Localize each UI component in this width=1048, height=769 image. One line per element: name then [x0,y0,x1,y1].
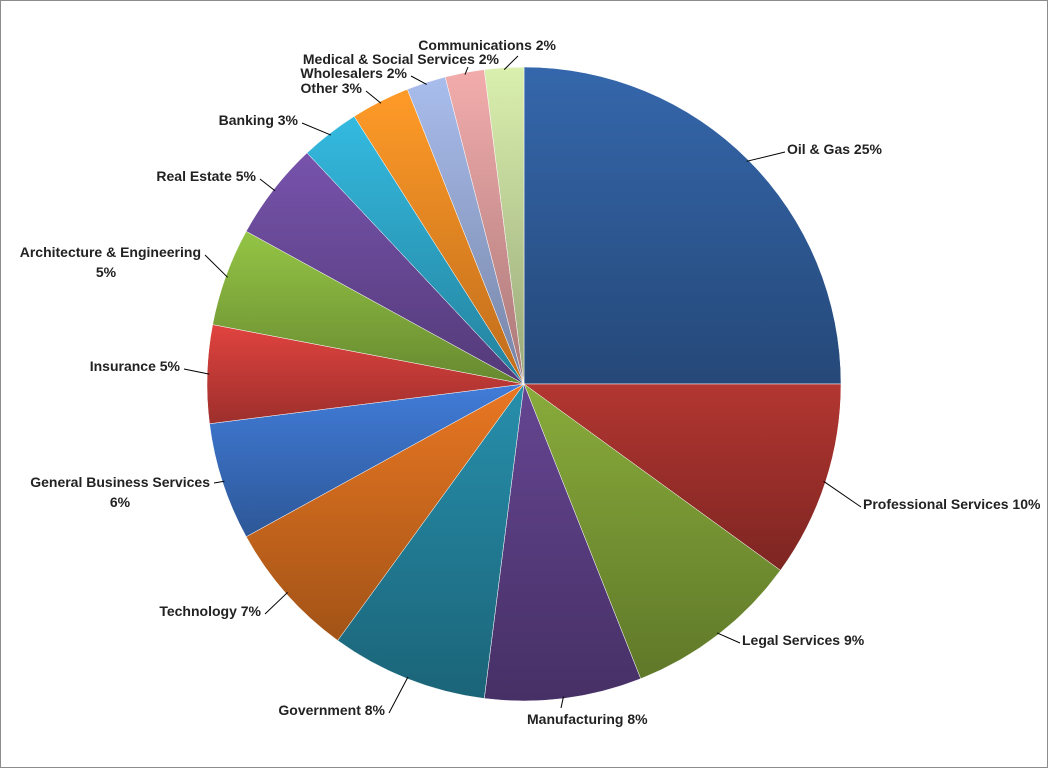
leader-lines [183,55,862,714]
pie-slice-manufacturing [483,383,642,702]
data-label: General Business Services 6% [30,474,210,510]
data-label: Communications 2% [418,37,556,53]
pie-slices [206,66,842,702]
leader-line [264,591,289,615]
leader-line [410,75,427,85]
data-label: Medical & Social Services 2% [303,51,500,67]
data-label: Manufacturing 8% [527,711,648,727]
data-label: Legal Services 9% [742,632,865,648]
data-label: Banking 3% [219,112,299,128]
leader-line [823,480,862,508]
leader-line [388,676,409,714]
data-labels: Oil & Gas 25% Professional Services 10% Le… [20,37,1041,727]
leader-line [464,66,469,75]
leader-line [301,122,332,136]
data-label: Architecture & Engineering 5% [20,244,201,280]
data-label: Technology 7% [159,603,261,619]
leader-line [716,632,741,644]
leader-line [204,254,228,278]
data-label: Real Estate 5% [156,168,256,184]
pie-slice-oil-gas [523,66,842,385]
data-label: Wholesalers 2% [300,65,407,81]
leader-line [183,368,210,375]
leader-line [365,90,382,104]
data-label: Insurance 5% [90,358,181,374]
data-label: Other 3% [301,80,363,96]
data-label: Government 8% [278,702,385,718]
leader-line [503,55,519,70]
leader-line [213,480,225,484]
data-label: Oil & Gas 25% [787,141,882,157]
pie-slice-legal-services [523,383,781,680]
pie-slice-communications [483,66,525,385]
leader-line [560,696,564,709]
pie-slice-professional-services [523,383,842,571]
data-label: Professional Services 10% [863,496,1041,512]
leader-line [259,178,276,192]
leader-line [746,151,786,162]
